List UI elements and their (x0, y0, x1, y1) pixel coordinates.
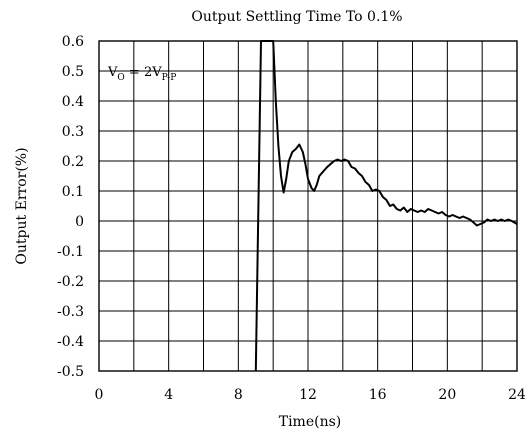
y-tick-label: -0.2 (57, 274, 84, 290)
annotation-eq: = 2V (125, 65, 162, 80)
annotation-sub-o: O (117, 73, 124, 83)
y-tick-label: 0.5 (62, 64, 84, 80)
y-axis-label: Output Error(%) (14, 147, 30, 264)
plot-frame (98, 40, 518, 372)
chart-title: Output Settling Time To 0.1% (191, 9, 402, 25)
x-tick-label: 12 (299, 387, 317, 403)
x-axis-label: Time(ns) (279, 414, 342, 430)
x-tick-label: 20 (438, 387, 456, 403)
y-tick-label: -0.5 (57, 364, 84, 380)
annotation-sub-pp: P-P (162, 73, 177, 83)
y-tick-label: 0.2 (62, 154, 84, 170)
y-tick-label: -0.3 (57, 304, 84, 320)
y-tick-label: -0.1 (57, 244, 84, 260)
svg-text:VO = 2VP-P: VO = 2VP-P (107, 65, 176, 83)
x-tick-label: 4 (164, 387, 173, 403)
x-tick-label: 24 (508, 387, 526, 403)
y-tick-label: -0.4 (57, 334, 84, 350)
y-tick-label: 0 (75, 214, 84, 230)
series-line-output-error (254, 40, 518, 372)
x-tick-labels: 0 4 8 12 16 20 24 (95, 387, 526, 403)
y-tick-label: 0.6 (62, 34, 84, 50)
y-tick-label: 0.3 (62, 124, 84, 140)
x-tick-label: 16 (369, 387, 387, 403)
y-tick-label: 0.1 (62, 184, 84, 200)
series-group (254, 40, 518, 372)
y-tick-labels: 0.6 0.5 0.4 0.3 0.2 0.1 0 -0.1 -0.2 -0.3 -0.4 -0.5 (57, 34, 84, 380)
x-tick-label: 0 (95, 387, 104, 403)
grid-lines (99, 41, 517, 371)
x-tick-label: 8 (234, 387, 243, 403)
v0-annotation: VO = 2VP-P (107, 65, 176, 83)
y-tick-label: 0.4 (62, 94, 84, 110)
annotation-v: V (107, 65, 118, 80)
